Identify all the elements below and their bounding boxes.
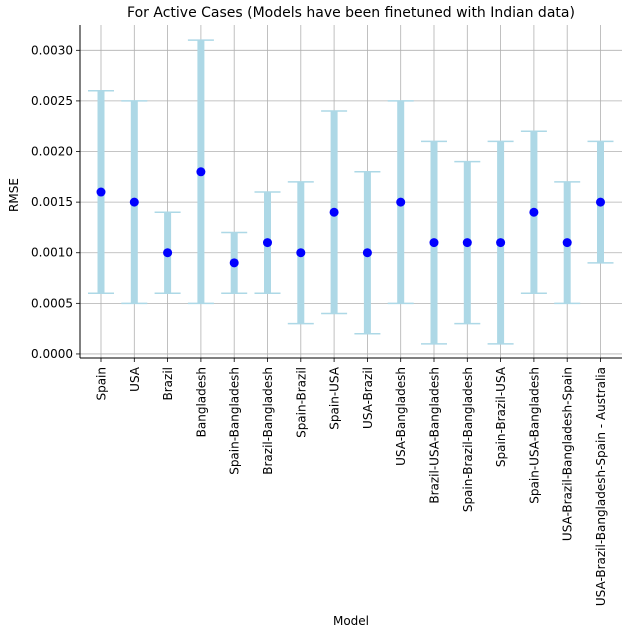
x-axis-label: Model <box>333 614 369 628</box>
axes <box>79 25 622 359</box>
x-tick-label: Spain-Brazil-Bangladesh <box>461 367 475 512</box>
data-point <box>396 197 406 207</box>
data-point <box>562 238 572 248</box>
data-point <box>496 238 506 248</box>
x-tick-label: Brazil-Bangladesh <box>261 367 275 475</box>
y-tick-label: 0.0010 <box>31 246 73 260</box>
y-tick-label: 0.0015 <box>31 195 73 209</box>
data-point <box>596 197 605 207</box>
x-tick-label: USA-Bangladesh <box>394 367 408 466</box>
data-point <box>529 207 539 217</box>
y-tick-label: 0.0030 <box>31 43 73 57</box>
x-tick-label: Bangladesh <box>194 367 208 437</box>
x-tick-label: USA-Brazil <box>361 367 375 429</box>
x-tick-label: Spain-Brazil-USA <box>494 366 508 467</box>
data-point <box>429 238 439 248</box>
y-tick-label: 0.0000 <box>31 347 73 361</box>
data-point <box>462 238 472 248</box>
y-axis-label: RMSE <box>7 178 21 212</box>
data-point <box>263 238 272 248</box>
x-tick-label: USA-Brazil-Bangladesh-Spain - Australia <box>594 367 608 606</box>
x-tick-label: Spain <box>95 367 109 401</box>
x-tick-label: Spain-Brazil <box>294 367 308 438</box>
x-axis-ticks: Spain USA Brazil Bangladesh Spain-Bangladesh… <box>95 358 608 606</box>
data-point <box>329 207 339 217</box>
data-point <box>296 248 306 258</box>
x-tick-label: Spain-Bangladesh <box>228 367 242 475</box>
data-point <box>96 187 106 197</box>
x-tick-label: Brazil-USA-Bangladesh <box>428 367 442 504</box>
data-point <box>196 167 206 177</box>
x-tick-label: Spain-USA-Bangladesh <box>527 367 541 504</box>
data-points <box>96 167 605 268</box>
data-point <box>129 197 139 207</box>
grid <box>80 25 622 358</box>
x-tick-label: USA <box>128 366 142 392</box>
data-point <box>163 248 173 258</box>
y-tick-label: 0.0020 <box>31 145 73 159</box>
data-point <box>229 258 239 268</box>
y-axis-ticks: 0.0000 0.0005 0.0010 0.0015 0.0020 0.0025 0.00… <box>31 43 80 361</box>
error-bars <box>88 39 614 345</box>
y-tick-label: 0.0025 <box>31 94 73 108</box>
x-tick-label: Brazil <box>161 367 175 401</box>
y-tick-label: 0.0005 <box>31 296 73 310</box>
data-point <box>362 248 372 258</box>
x-tick-label: USA-Brazil-Bangladesh-Spain <box>561 367 575 541</box>
chart-title: For Active Cases (Models have been finet… <box>127 5 575 21</box>
x-tick-label: Spain-USA <box>328 366 342 429</box>
